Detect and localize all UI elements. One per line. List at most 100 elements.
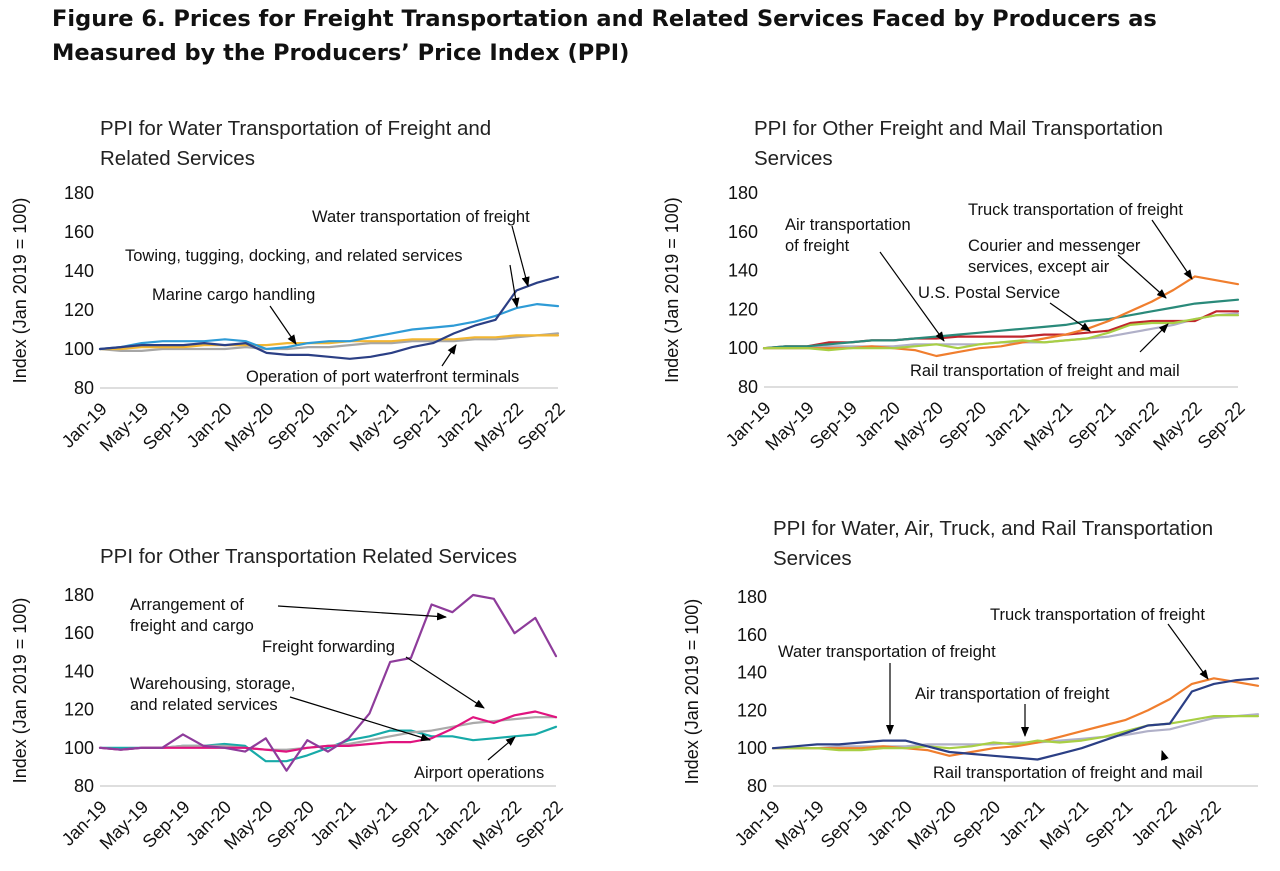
- x-tick-label: May-19: [761, 398, 818, 455]
- x-tick-label: Sep-20: [263, 797, 318, 852]
- y-tick-label: 160: [728, 222, 758, 242]
- annotation-line: of freight: [785, 237, 850, 255]
- figure-title: Figure 6. Prices for Freight Transportat…: [52, 6, 1157, 66]
- x-tick-label: Sep-22: [1194, 398, 1249, 453]
- series-annotation: Rail transportation of freight and mail: [910, 362, 1180, 380]
- y-tick-label: 120: [64, 700, 94, 720]
- x-tick-label: May-20: [904, 797, 961, 854]
- y-tick-label: 180: [64, 183, 94, 203]
- annotation-arrow: [511, 225, 530, 287]
- chart-title-line: Services: [754, 147, 833, 170]
- y-tick-label: 140: [64, 661, 94, 681]
- series-line-rail-transportation-of-freight-and-mail: [771, 713, 1260, 750]
- x-tick-label: May-19: [771, 797, 828, 854]
- series-line-marine-cargo-handling: [98, 334, 560, 351]
- series-annotation: Operation of port waterfront terminals: [246, 368, 519, 386]
- annotation-arrow: [509, 264, 520, 308]
- annotation-line: Towing, tugging, docking, and related se…: [125, 247, 463, 265]
- series-annotation: Arrangement of freight and cargo: [130, 596, 254, 635]
- annotation-line: Courier and messenger: [968, 237, 1141, 255]
- series-line-water-transportation-of-freight: [771, 677, 1260, 761]
- series-annotation: Courier and messenger services, except ai…: [968, 237, 1141, 276]
- annotation-line: services, except air: [968, 258, 1110, 276]
- annotation-arrow: [487, 736, 516, 761]
- chart-title-line: PPI for Water, Air, Truck, and Rail Tran…: [773, 517, 1213, 540]
- chart-title: PPI for Water Transportation of Freight …: [100, 117, 491, 170]
- series-line-towing-tugging-docking-and-related-services: [98, 303, 560, 351]
- x-tick-label: May-20: [891, 398, 948, 455]
- series-annotation: Air transportation of freight: [915, 685, 1110, 703]
- annotation-line: freight and cargo: [130, 617, 254, 635]
- series-line-freight-forwarding: [98, 710, 558, 753]
- x-tick-label: Sep-19: [139, 399, 194, 454]
- x-tick-label: Sep-22: [514, 399, 569, 454]
- y-tick-label: 100: [64, 339, 94, 359]
- series-annotation: Towing, tugging, docking, and related se…: [125, 247, 463, 265]
- x-tick-label: May-22: [1168, 797, 1225, 854]
- series-annotation: Water transportation of freight: [778, 643, 996, 661]
- chart-panel-other-freight: PPI for Other Freight and Mail Transport…: [662, 117, 1249, 454]
- x-tick-label: Sep-19: [139, 797, 194, 852]
- annotation-arrow: [879, 251, 945, 342]
- y-axis-label: Index (Jan 2019 = 100): [10, 198, 30, 384]
- y-tick-label: 180: [728, 183, 758, 203]
- chart-panel-water: PPI for Water Transportation of Freight …: [10, 117, 569, 455]
- series-annotation: Air transportation of freight: [785, 216, 911, 255]
- chart-title-line: Related Services: [100, 147, 255, 170]
- annotation-line: Water transportation of freight: [312, 208, 530, 226]
- series-annotation: Truck transportation of freight: [968, 201, 1183, 219]
- annotation-arrow: [1161, 750, 1169, 761]
- x-tick-label: Sep-20: [264, 399, 319, 454]
- series-annotation: Freight forwarding: [262, 638, 395, 656]
- x-tick-label: Sep-20: [935, 398, 990, 453]
- y-tick-label: 140: [737, 663, 767, 683]
- x-tick-label: Sep-22: [512, 797, 567, 852]
- series-line-arrangement-of-freight-and-cargo: [98, 593, 558, 772]
- series-annotation: Rail transportation of freight and mail: [933, 764, 1203, 782]
- chart-panel-other-related: PPI for Other Transportation Related Ser…: [10, 545, 567, 853]
- y-tick-label: 120: [728, 299, 758, 319]
- annotation-arrow: [289, 696, 431, 742]
- chart-title-line: PPI for Other Freight and Mail Transport…: [754, 117, 1163, 140]
- chart-title: PPI for Other Transportation Related Ser…: [100, 545, 517, 568]
- y-axis-label: Index (Jan 2019 = 100): [662, 197, 682, 383]
- series-annotation: Marine cargo handling: [152, 286, 315, 304]
- chart-panel-modes: PPI for Water, Air, Truck, and Rail Tran…: [682, 517, 1260, 854]
- series-annotation: Truck transportation of freight: [990, 606, 1205, 624]
- series-line-truck-transportation-of-freight: [771, 677, 1260, 757]
- annotation-line: U.S. Postal Service: [918, 284, 1060, 302]
- series-annotation: Airport operations: [414, 764, 544, 782]
- y-tick-label: 160: [737, 625, 767, 645]
- series-line-courier-and-messenger-services-except-air: [762, 298, 1240, 350]
- annotation-line: Air transportation of freight: [915, 685, 1110, 703]
- series-line-operation-of-port-waterfront-terminals: [98, 332, 560, 352]
- annotation-line: Truck transportation of freight: [990, 606, 1205, 624]
- chart-title-line: Services: [773, 547, 852, 570]
- annotation-line: Warehousing, storage,: [130, 675, 295, 693]
- annotation-arrow: [277, 605, 447, 621]
- y-tick-label: 80: [738, 377, 758, 397]
- annotation-line: Freight forwarding: [262, 638, 395, 656]
- series-line-air-transportation-of-freight: [771, 714, 1260, 752]
- y-tick-label: 100: [737, 738, 767, 758]
- y-tick-label: 140: [64, 261, 94, 281]
- annotation-line: Rail transportation of freight and mail: [933, 764, 1203, 782]
- y-tick-label: 100: [64, 738, 94, 758]
- annotation-arrow: [1049, 302, 1091, 332]
- x-tick-label: May-21: [1036, 797, 1093, 854]
- y-axis-label: Index (Jan 2019 = 100): [10, 598, 30, 784]
- x-tick-label: Sep-21: [389, 399, 444, 454]
- y-tick-label: 80: [74, 378, 94, 398]
- y-tick-label: 180: [737, 587, 767, 607]
- annotation-line: Arrangement of: [130, 596, 244, 614]
- chart-title: PPI for Water, Air, Truck, and Rail Tran…: [773, 517, 1213, 570]
- annotation-arrow: [441, 344, 457, 367]
- annotation-arrow: [405, 656, 485, 709]
- x-tick-label: May-21: [1020, 398, 1077, 455]
- y-tick-label: 80: [747, 776, 767, 796]
- annotation-arrow: [1151, 219, 1193, 280]
- x-tick-label: Sep-19: [806, 398, 861, 453]
- annotation-arrow: [1117, 254, 1167, 299]
- annotation-line: Air transportation: [785, 216, 911, 234]
- series-annotation: Water transportation of freight: [312, 208, 530, 226]
